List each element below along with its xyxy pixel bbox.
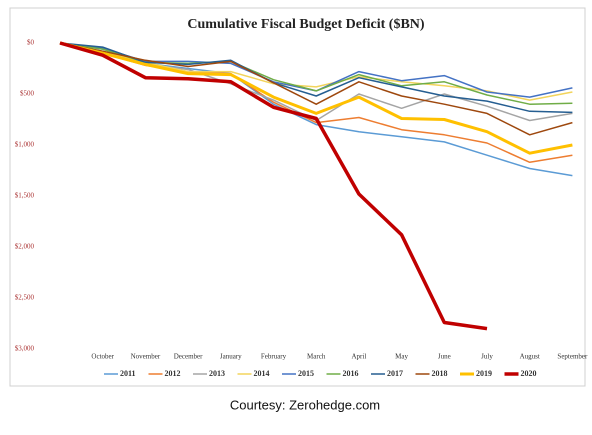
x-tick-label: November bbox=[131, 353, 161, 361]
y-tick-label: $0 bbox=[27, 39, 35, 47]
y-tick-label: $500 bbox=[20, 90, 35, 98]
legend-label: 2017 bbox=[387, 369, 403, 378]
x-tick-label: May bbox=[395, 353, 408, 361]
y-tick-label: $3,000 bbox=[15, 345, 35, 353]
x-tick-label: January bbox=[220, 353, 242, 361]
legend-label: 2020 bbox=[521, 369, 537, 378]
x-tick-label: December bbox=[174, 353, 203, 361]
series-line bbox=[59, 41, 488, 331]
legend-label: 2015 bbox=[298, 369, 314, 378]
series-line bbox=[59, 42, 573, 136]
legend-label: 2018 bbox=[432, 369, 448, 378]
x-tick-label: July bbox=[481, 353, 493, 361]
y-tick-label: $1,500 bbox=[15, 192, 35, 200]
y-tick-label: $2,000 bbox=[15, 243, 35, 251]
y-tick-label: $2,500 bbox=[15, 294, 35, 302]
x-tick-label: June bbox=[438, 353, 451, 361]
x-tick-label: October bbox=[91, 353, 114, 361]
x-tick-label: March bbox=[307, 353, 326, 361]
chart-frame bbox=[9, 7, 586, 387]
legend-label: 2016 bbox=[343, 369, 359, 378]
legend-label: 2013 bbox=[209, 369, 225, 378]
chart-title: Cumulative Fiscal Budget Deficit ($BN) bbox=[187, 17, 425, 32]
series-line bbox=[59, 42, 573, 114]
legend-label: 2011 bbox=[120, 369, 136, 378]
y-tick-label: $1,000 bbox=[15, 141, 35, 149]
footer: Courtesy: Zerohedge.com bbox=[230, 397, 380, 412]
x-tick-label: February bbox=[261, 353, 287, 361]
x-tick-label: September bbox=[557, 353, 588, 361]
legend-label: 2012 bbox=[165, 369, 181, 378]
x-tick-label: April bbox=[352, 353, 367, 361]
series-line bbox=[59, 41, 573, 155]
x-tick-label: August bbox=[520, 353, 540, 361]
legend-label: 2019 bbox=[476, 369, 492, 378]
legend-label: 2014 bbox=[254, 369, 270, 378]
